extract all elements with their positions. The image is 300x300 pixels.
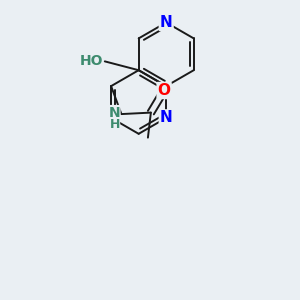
Text: H: H — [110, 118, 120, 130]
Text: N: N — [160, 15, 172, 30]
Text: N: N — [108, 106, 120, 120]
Text: O: O — [158, 83, 171, 98]
Text: N: N — [160, 110, 172, 125]
Text: HO: HO — [80, 54, 103, 68]
